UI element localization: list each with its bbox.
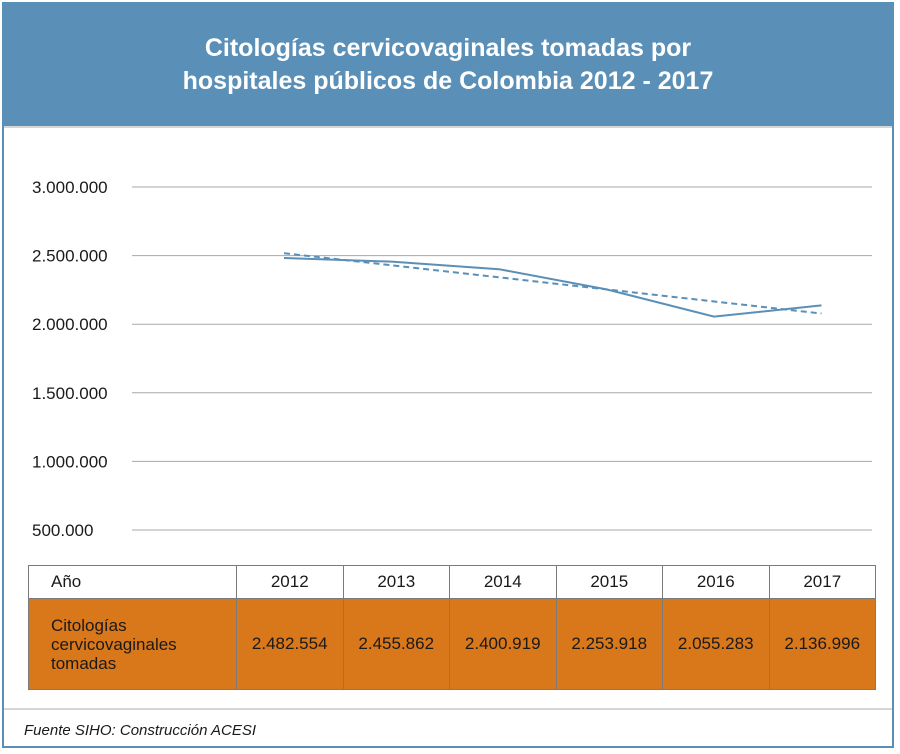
source-text: Fuente SIHO: Construcción ACESI — [24, 722, 257, 739]
y-tick-label: 500.000 — [32, 521, 93, 540]
table-year-2014: 2014 — [449, 565, 557, 599]
table-value-2015: 2.253.918 — [555, 598, 663, 690]
table-value-2017: 2.136.996 — [768, 598, 876, 690]
table-header-row: Año 2012 2013 2014 2015 2016 2017 — [28, 565, 876, 599]
table-year-2015: 2015 — [555, 565, 663, 599]
table-year-2013: 2013 — [342, 565, 450, 599]
y-tick-label: 1.000.000 — [32, 452, 108, 471]
trendline — [283, 252, 822, 315]
line-chart: 500.000 1.000.000 1.500.000 2.000.000 2.500.… — [32, 178, 872, 540]
table-year-2016: 2016 — [662, 565, 770, 599]
y-tick-label: 2.000.000 — [32, 315, 108, 334]
chart-title-line-2: hospitales públicos de Colombia 2012 - 2… — [182, 67, 714, 95]
chart-header: Citologías cervicovaginales tomadas por … — [4, 4, 892, 126]
table-row-label-line-1: Citologías — [51, 615, 127, 635]
plot-area: 500.000 1.000.000 1.500.000 2.000.000 2.500.… — [4, 126, 892, 568]
y-tick-label: 1.500.000 — [32, 384, 108, 403]
series-line — [283, 256, 822, 318]
y-tick-label: 2.500.000 — [32, 247, 108, 266]
y-tick-label: 3.000.000 — [32, 178, 108, 197]
table-row-label-line-3: tomadas — [51, 653, 117, 673]
chart-title: Citologías cervicovaginales tomadas por … — [183, 32, 714, 98]
table-value-2012: 2.482.554 — [236, 598, 344, 690]
table-value-2014: 2.400.919 — [449, 598, 557, 690]
table-row-label-line-2: cervicovaginales — [51, 634, 177, 654]
table-value-2013: 2.455.862 — [342, 598, 450, 690]
source-note: Fuente SIHO: Construcción ACESI — [4, 708, 892, 750]
table-value-2016: 2.055.283 — [662, 598, 770, 690]
data-table: Año 2012 2013 2014 2015 2016 2017 Citolo… — [28, 565, 876, 690]
table-year-2017: 2017 — [768, 565, 876, 599]
table-year-2012: 2012 — [236, 565, 344, 599]
table-row-label: Citologías cervicovaginales tomadas — [28, 598, 237, 690]
chart-title-line-1: Citologías cervicovaginales tomadas por — [204, 34, 692, 62]
table-header-label: Año — [28, 565, 237, 599]
table-values-row: Citologías cervicovaginales tomadas 2.48… — [28, 598, 876, 690]
